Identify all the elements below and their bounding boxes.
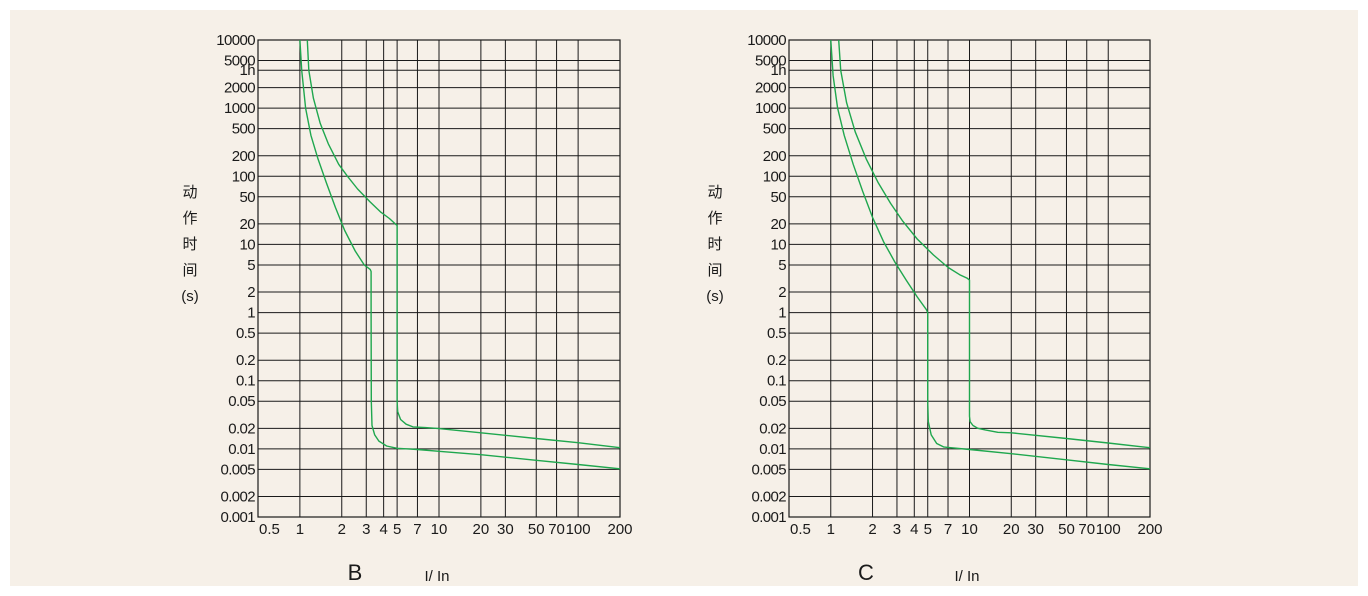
x-axis-label: I/ In	[424, 568, 449, 585]
y-tick-label: 100	[763, 168, 786, 185]
x-tick-label: 3	[362, 521, 370, 538]
x-tick-label: 2	[868, 521, 876, 538]
y-tick-label: 5	[778, 257, 786, 274]
y-tick-label: 0.001	[220, 509, 255, 526]
x-tick-label: 100	[566, 521, 591, 538]
x-tick-label: 7	[413, 521, 421, 538]
series-line	[838, 39, 1151, 449]
y-tick-label: 1h	[771, 62, 787, 79]
y-tick-label: 500	[232, 121, 255, 138]
y-tick-label: 200	[232, 148, 255, 165]
y-tick-label: 0.02	[228, 420, 255, 437]
y-tick-label: 1000	[224, 100, 255, 117]
y-tick-label: 0.1	[236, 373, 255, 390]
x-tick-label: 4	[910, 521, 918, 538]
chart-title: B	[348, 560, 363, 585]
y-tick-label: 0.05	[228, 393, 255, 410]
y-axis-label-char: (s)	[181, 288, 199, 305]
y-axis-label-char: 时	[707, 235, 722, 253]
y-tick-label: 5000	[755, 53, 786, 70]
plot-frame	[788, 39, 1151, 518]
y-tick-label: 5000	[224, 53, 255, 70]
x-tick-label: 70	[1078, 521, 1095, 538]
series-line	[306, 39, 621, 449]
x-tick-label: 100	[1096, 521, 1121, 538]
y-axis-label-char: 动	[182, 183, 197, 201]
y-tick-label: 10	[240, 236, 256, 253]
y-tick-label: 0.002	[751, 488, 786, 505]
x-tick-label: 3	[893, 521, 901, 538]
x-tick-label: 50	[1058, 521, 1075, 538]
x-tick-label: 7	[944, 521, 952, 538]
y-tick-label: 5	[247, 257, 255, 274]
y-tick-label: 0.01	[228, 441, 255, 458]
x-tick-label: 50	[528, 521, 545, 538]
y-axis-label-char: 作	[707, 209, 722, 227]
x-tick-label: 0.5	[259, 521, 280, 538]
y-tick-label: 10000	[216, 32, 255, 49]
y-tick-label: 1	[778, 305, 786, 322]
y-tick-label: 1h	[240, 62, 256, 79]
y-tick-label: 50	[771, 189, 787, 206]
y-tick-label: 1	[247, 305, 255, 322]
y-tick-label: 100	[232, 168, 255, 185]
y-tick-label: 0.5	[236, 325, 255, 342]
x-tick-label: 10	[431, 521, 448, 538]
y-tick-label: 0.005	[220, 461, 255, 478]
y-tick-label: 0.01	[759, 441, 786, 458]
x-tick-label: 20	[1003, 521, 1020, 538]
y-tick-label: 10000	[747, 32, 786, 49]
chart-title: C	[858, 560, 874, 585]
y-axis-label-char: 间	[707, 261, 722, 279]
y-tick-label: 200	[763, 148, 786, 165]
y-tick-label: 50	[240, 189, 256, 206]
y-tick-label: 10	[771, 236, 787, 253]
x-tick-label: 5	[924, 521, 932, 538]
y-tick-label: 0.002	[220, 488, 255, 505]
y-tick-label: 0.2	[236, 352, 255, 369]
y-tick-label: 2	[247, 284, 255, 301]
x-tick-label: 70	[548, 521, 565, 538]
x-tick-label: 200	[1137, 521, 1162, 538]
y-axis-label-char: 动	[707, 183, 722, 201]
y-tick-label: 1000	[755, 100, 786, 117]
x-tick-label: 2	[338, 521, 346, 538]
x-tick-label: 10	[961, 521, 978, 538]
y-tick-label: 0.02	[759, 420, 786, 437]
y-tick-label: 500	[763, 121, 786, 138]
y-tick-label: 2000	[755, 80, 786, 97]
x-tick-label: 200	[607, 521, 632, 538]
y-tick-label: 0.2	[767, 352, 786, 369]
y-axis-label-char: 间	[182, 261, 197, 279]
y-tick-label: 0.05	[759, 393, 786, 410]
x-tick-label: 0.5	[790, 521, 811, 538]
y-axis-label-char: 作	[182, 209, 197, 227]
x-tick-label: 1	[827, 521, 835, 538]
y-tick-label: 20	[240, 216, 256, 233]
y-axis-label-char: (s)	[706, 288, 724, 305]
series-line	[299, 39, 621, 470]
y-tick-label: 0.5	[767, 325, 786, 342]
x-axis-label: I/ In	[954, 568, 979, 585]
y-tick-label: 0.001	[751, 509, 786, 526]
plot-frame	[257, 39, 621, 518]
y-axis-label-char: 时	[182, 235, 197, 253]
y-tick-label: 0.1	[767, 373, 786, 390]
x-tick-label: 5	[393, 521, 401, 538]
y-tick-label: 2000	[224, 80, 255, 97]
x-tick-label: 4	[379, 521, 387, 538]
y-tick-label: 0.005	[751, 461, 786, 478]
x-tick-label: 1	[296, 521, 304, 538]
y-tick-label: 2	[778, 284, 786, 301]
y-tick-label: 20	[771, 216, 787, 233]
x-tick-label: 30	[1027, 521, 1044, 538]
series-line	[830, 39, 1151, 470]
chart-panel	[10, 10, 1358, 586]
x-tick-label: 30	[497, 521, 514, 538]
x-tick-label: 20	[473, 521, 490, 538]
